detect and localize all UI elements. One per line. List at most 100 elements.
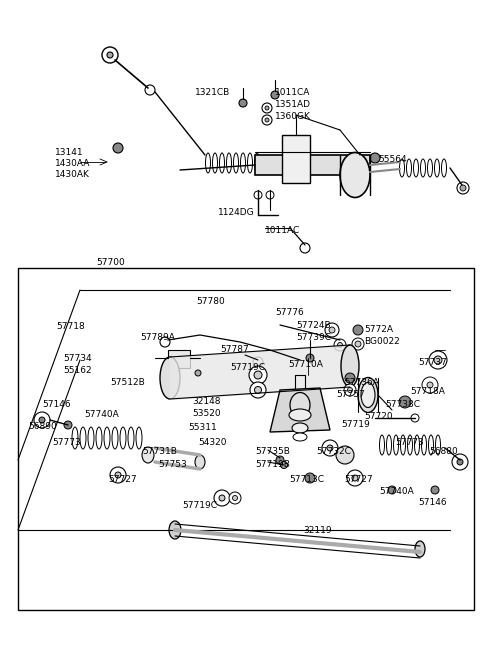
- Circle shape: [422, 377, 438, 393]
- Circle shape: [427, 382, 433, 388]
- Circle shape: [102, 47, 118, 63]
- Ellipse shape: [407, 159, 411, 177]
- Ellipse shape: [160, 357, 180, 399]
- Circle shape: [265, 118, 269, 122]
- Bar: [255, 155, 370, 175]
- Circle shape: [195, 370, 201, 376]
- Circle shape: [452, 454, 468, 470]
- Text: 57719C: 57719C: [182, 501, 217, 510]
- Circle shape: [110, 467, 126, 483]
- Text: 57789A: 57789A: [140, 333, 175, 342]
- Text: 57724B: 57724B: [296, 321, 331, 330]
- Ellipse shape: [435, 435, 441, 455]
- Circle shape: [249, 366, 267, 384]
- Circle shape: [327, 445, 333, 451]
- Text: 57732C: 57732C: [316, 447, 351, 456]
- Bar: [168, 350, 190, 368]
- Circle shape: [300, 243, 310, 253]
- Text: 1124DG: 1124DG: [218, 208, 254, 217]
- Text: 55311: 55311: [188, 423, 217, 432]
- Text: 57727: 57727: [108, 475, 137, 484]
- Ellipse shape: [136, 427, 142, 449]
- Text: 57719: 57719: [341, 420, 370, 429]
- Text: 57787: 57787: [220, 345, 249, 354]
- Text: 1351AD: 1351AD: [275, 100, 311, 109]
- Circle shape: [39, 417, 45, 423]
- Ellipse shape: [428, 159, 432, 177]
- Ellipse shape: [248, 153, 252, 173]
- Ellipse shape: [254, 153, 260, 173]
- Text: 1321CB: 1321CB: [195, 88, 230, 97]
- Circle shape: [254, 371, 262, 379]
- Circle shape: [352, 475, 358, 481]
- Circle shape: [355, 341, 361, 347]
- Circle shape: [399, 396, 411, 408]
- Ellipse shape: [442, 159, 446, 177]
- Circle shape: [160, 337, 170, 347]
- Text: 57740A: 57740A: [379, 487, 414, 496]
- Text: 57739C: 57739C: [296, 333, 331, 342]
- Text: 57737: 57737: [418, 358, 447, 367]
- Text: 57773: 57773: [395, 438, 424, 447]
- Text: 57727: 57727: [344, 475, 372, 484]
- Ellipse shape: [415, 541, 425, 557]
- Ellipse shape: [341, 345, 359, 387]
- Circle shape: [266, 191, 274, 199]
- Text: 57753: 57753: [158, 460, 187, 469]
- Text: 13141: 13141: [55, 148, 84, 157]
- Circle shape: [336, 446, 354, 464]
- Ellipse shape: [80, 427, 86, 449]
- Text: 54320: 54320: [198, 438, 227, 447]
- Circle shape: [254, 386, 262, 394]
- Circle shape: [239, 99, 247, 107]
- Circle shape: [460, 185, 466, 191]
- Circle shape: [334, 339, 346, 351]
- Circle shape: [352, 338, 364, 350]
- Circle shape: [431, 486, 439, 494]
- Circle shape: [262, 115, 272, 125]
- Circle shape: [353, 325, 363, 335]
- Text: 57738C: 57738C: [385, 400, 420, 409]
- Ellipse shape: [213, 153, 217, 173]
- Ellipse shape: [380, 435, 384, 455]
- Text: 57757: 57757: [336, 390, 365, 399]
- Circle shape: [347, 470, 363, 486]
- Text: 57780: 57780: [196, 297, 225, 306]
- Text: 57731B: 57731B: [142, 447, 177, 456]
- Polygon shape: [270, 388, 330, 432]
- Circle shape: [250, 382, 266, 398]
- Circle shape: [306, 354, 314, 362]
- Circle shape: [434, 356, 442, 364]
- Circle shape: [345, 373, 355, 383]
- Ellipse shape: [169, 521, 181, 539]
- Text: 57740A: 57740A: [84, 410, 119, 419]
- Ellipse shape: [142, 447, 154, 463]
- Text: 1011AC: 1011AC: [265, 226, 300, 235]
- Circle shape: [305, 473, 315, 483]
- Ellipse shape: [358, 377, 378, 413]
- Text: 57736A: 57736A: [344, 378, 379, 387]
- Text: 1011CA: 1011CA: [275, 88, 311, 97]
- Text: 57719C: 57719C: [230, 363, 265, 372]
- Text: 32119: 32119: [303, 526, 332, 535]
- Text: 55162: 55162: [63, 366, 92, 375]
- Circle shape: [232, 495, 238, 501]
- Ellipse shape: [290, 392, 310, 417]
- Ellipse shape: [293, 433, 307, 441]
- Circle shape: [115, 472, 121, 478]
- Circle shape: [280, 462, 288, 468]
- Text: 57146: 57146: [418, 498, 446, 507]
- Circle shape: [457, 459, 463, 465]
- Text: 57700: 57700: [96, 258, 125, 267]
- Circle shape: [214, 490, 230, 506]
- Circle shape: [254, 191, 262, 199]
- Circle shape: [262, 103, 272, 113]
- Ellipse shape: [408, 435, 412, 455]
- Ellipse shape: [195, 455, 205, 469]
- Text: 57734: 57734: [63, 354, 92, 363]
- Circle shape: [325, 323, 339, 337]
- Ellipse shape: [361, 382, 375, 407]
- Text: 53520: 53520: [192, 409, 221, 418]
- Ellipse shape: [421, 435, 427, 455]
- Text: 5772A: 5772A: [364, 325, 393, 334]
